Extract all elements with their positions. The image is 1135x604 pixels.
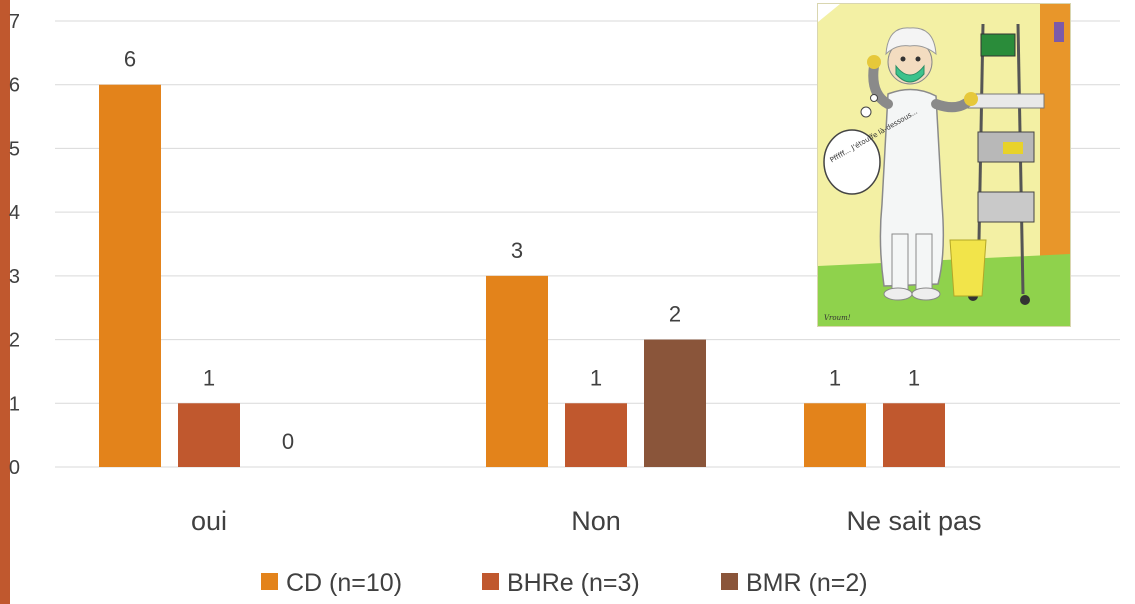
nurse-cartoon-illustration: Pfffff... J'étouffe là-dessous... Vroum! xyxy=(818,4,1070,326)
left-accent-bar xyxy=(0,0,10,604)
bar-data-label: 1 xyxy=(590,365,602,390)
bar-2-non xyxy=(565,403,627,467)
legend-swatch xyxy=(721,573,738,590)
legend-swatch xyxy=(482,573,499,590)
illustration-signature: Vroum! xyxy=(824,314,851,322)
bar-data-label: 1 xyxy=(203,365,215,390)
bar-2-ne-sait-pas xyxy=(883,403,945,467)
chart-bars xyxy=(99,84,945,467)
x-axis-categories: oui Non Ne sait pas xyxy=(191,506,982,536)
bar-data-label: 2 xyxy=(669,302,681,327)
chart-legend: CD (n=10) BHRe (n=3) BMR (n=2) xyxy=(261,569,868,597)
y-tick-label: 1 xyxy=(9,393,20,415)
y-tick-label: 4 xyxy=(9,202,20,224)
y-axis-ticks: 0 1 2 3 4 5 6 7 xyxy=(9,11,20,479)
y-tick-label: 2 xyxy=(9,330,20,352)
bar-data-label: 6 xyxy=(124,47,136,72)
y-tick-label: 3 xyxy=(9,266,20,288)
category-label: Non xyxy=(571,506,621,536)
legend-label: BHRe (n=3) xyxy=(507,569,640,597)
bar-1-oui xyxy=(99,84,161,467)
bar-1-non xyxy=(486,275,548,467)
bar-3-non xyxy=(644,339,706,467)
nurse-cartoon-drawing: Pfffff... J'étouffe là-dessous... Vroum! xyxy=(818,4,1070,326)
bar-1-ne-sait-pas xyxy=(804,403,866,467)
category-label: oui xyxy=(191,506,227,536)
bar-data-label: 0 xyxy=(282,429,294,454)
legend-swatch xyxy=(261,573,278,590)
bar-data-label: 1 xyxy=(908,365,920,390)
legend-label: BMR (n=2) xyxy=(746,569,868,597)
y-tick-label: 0 xyxy=(9,457,20,479)
chart-data-labels: 6 1 0 3 1 2 1 1 xyxy=(124,47,920,454)
bar-2-oui xyxy=(178,403,240,467)
category-label: Ne sait pas xyxy=(846,506,981,536)
legend-label: CD (n=10) xyxy=(286,569,402,597)
y-tick-label: 7 xyxy=(9,11,20,33)
bar-data-label: 1 xyxy=(829,365,841,390)
y-tick-label: 5 xyxy=(9,138,20,160)
bar-data-label: 3 xyxy=(511,238,523,263)
y-tick-label: 6 xyxy=(9,75,20,97)
